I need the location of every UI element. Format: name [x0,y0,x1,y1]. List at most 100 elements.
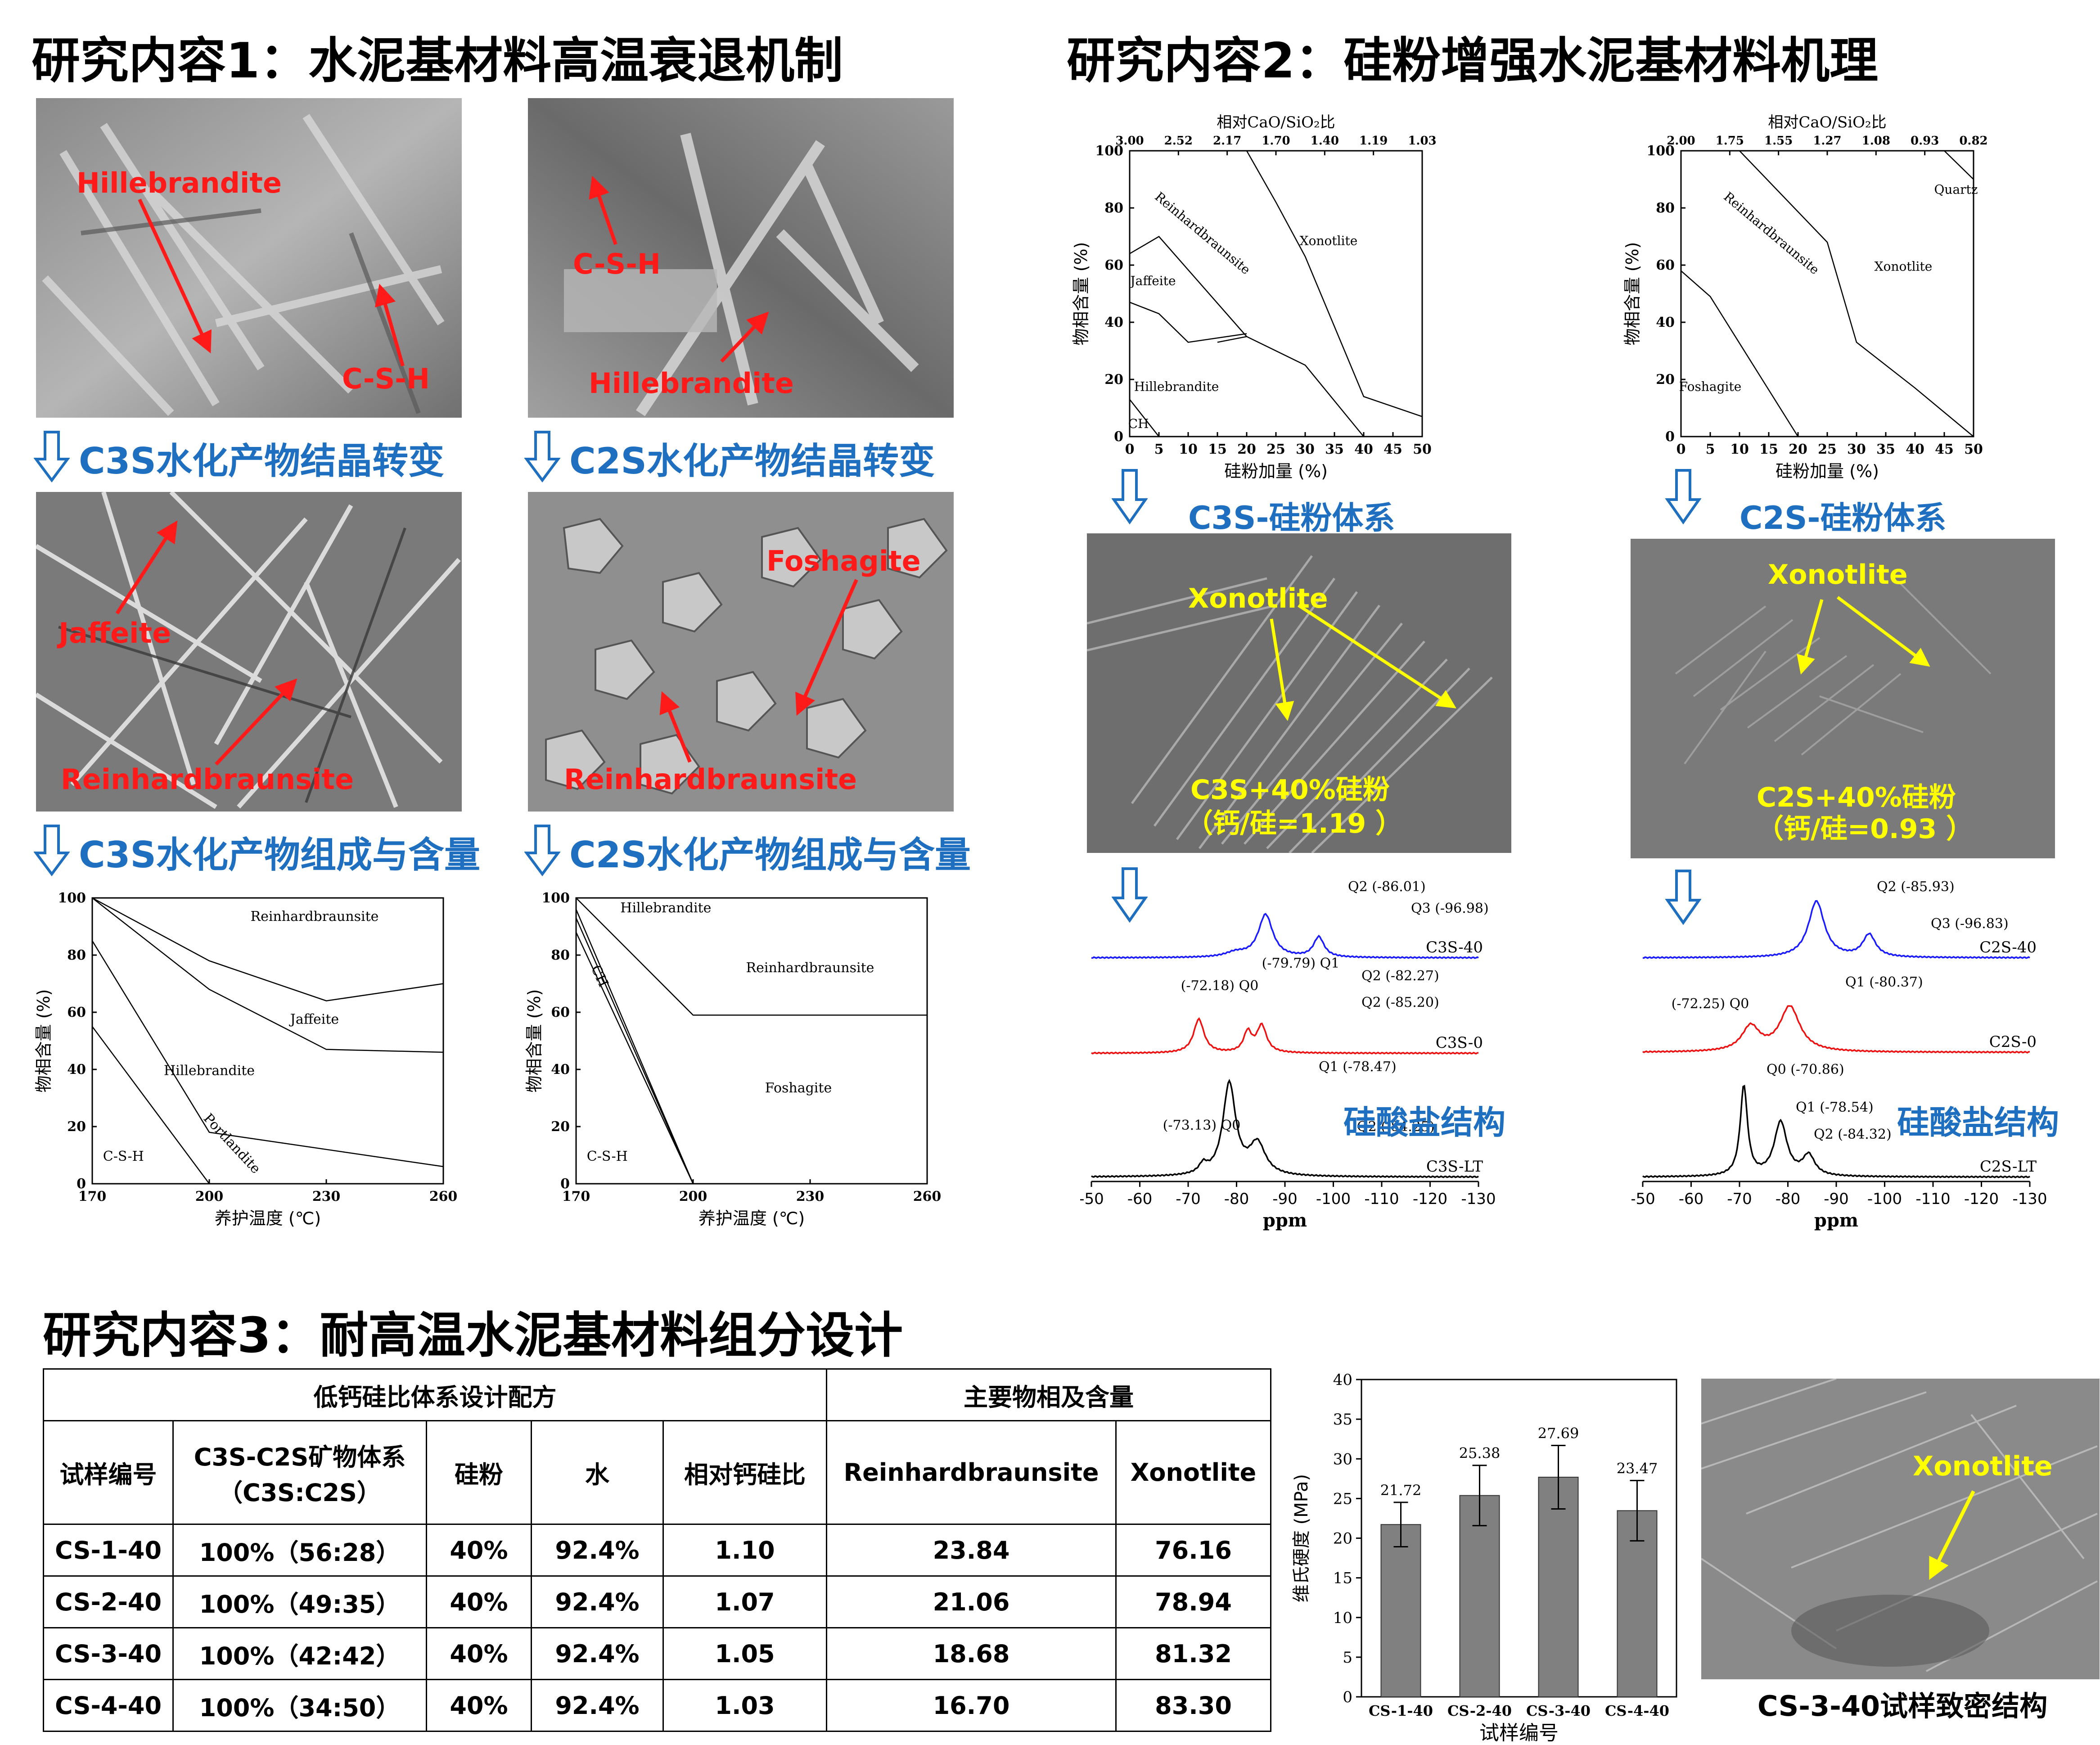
x-tick-label: 20 [1789,442,1807,457]
y-tick-label: 40 [551,1062,570,1078]
nmr-peak-label: Q2 (-84.32) [1814,1127,1892,1142]
table-row: CS-3-40 100%（42:42） 40% 92.4% 1.05 18.68 81.32 [43,1627,1271,1680]
phase-boundary-line [1681,270,1799,437]
nmr-peak-label: Q2 (-84.25) [1357,1119,1435,1135]
y-tick-label: 0 [77,1176,86,1192]
y-tick-label: 100 [541,890,570,906]
y-tick-label: 60 [1656,257,1675,273]
phase-boundary-line [1129,302,1247,343]
x-tick-label: 35 [1325,442,1344,457]
x-tick-label: 200 [679,1189,708,1204]
x-tick-label: 40 [1906,442,1924,457]
y-tick-label: 40 [67,1062,86,1078]
table-cell: 40% [426,1627,532,1680]
y-tick-label: 80 [1104,200,1123,216]
sem-c2s-foshagite-image: Foshagite Reinhardbraunsite [528,492,954,812]
region-label: Jaffeite [289,1011,339,1027]
c2s-crystal-transform-label: C2S水化产物结晶转变 [569,440,935,482]
phase-boundary-line [1217,150,1423,417]
region-label: Portlandite [200,1110,264,1177]
top-tick-label: 1.70 [1262,134,1290,148]
sem4-arrow-2 [659,691,692,763]
bar [1617,1510,1658,1697]
c3s-crystal-transform-label: C3S水化产物结晶转变 [79,440,444,482]
y-axis-label: 维氏硬度 (MPa) [1291,1474,1312,1602]
y-tick-label: 15 [1333,1569,1352,1587]
section2-title: 研究内容2：硅粉增强水泥基材料机理 [1067,33,1879,89]
y-tick-label: 100 [1095,143,1123,159]
x-tick-label: -120 [1964,1190,1999,1208]
table-cell: CS-1-40 [43,1524,174,1577]
phase-boundary-line [1217,336,1364,437]
table-cell: 100%（42:42） [172,1627,427,1680]
nmr-series-name: C3S-0 [1436,1034,1483,1052]
bar-value-label: 27.69 [1538,1425,1579,1442]
y-tick-label: 100 [1646,143,1675,159]
y-tick-label: 30 [1333,1450,1352,1468]
x-tick-label: 40 [1354,442,1373,457]
table-header-mineral-line1: C3S-C2S矿物体系 [194,1443,406,1471]
nmr-peak-label: (-73.13) Q0 [1163,1118,1241,1133]
top-tick-label: 0.93 [1911,134,1939,148]
c3s-silica-system-label: C3S-硅粉体系 [1188,500,1395,537]
phase-boundary-line [91,940,444,1168]
x-tick-label: 15 [1759,442,1778,457]
chart-c2s-phase-vs-silica: 0 20 40 60 80 100 0 5 10 15 20 25 30 35 40 45 50 Reinhard… [1622,113,1988,481]
sem-c2s40-caption1: C2S+40%硅粉 [1757,782,1956,813]
top-tick-label: 2.52 [1164,134,1193,148]
sem-cs340-arrow [1929,1490,1975,1580]
x-tick-label: 200 [195,1189,224,1204]
sem-c2s40-label: Xonotlite [1768,559,1908,591]
x-tick-label: -60 [1679,1190,1704,1208]
table-header-reinhardbraunsite: Reinhardbraunsite [826,1420,1117,1525]
y-tick-label: 20 [1333,1530,1352,1548]
top-tick-label: 1.19 [1359,134,1388,148]
phase-boundary-line [92,897,444,1053]
nmr-peak-label: Q3 (-96.83) [1931,916,2009,932]
x-tick-label: CS-1-40 [1369,1702,1433,1719]
x-axis-label: ppm [1814,1210,1858,1231]
chart-c2s-nmr: -50 -60 -70 -80 -90 -100 -110 -120 -130 ppm C2S-40… [1631,879,2047,1231]
x-tick-label: -100 [1867,1190,1902,1208]
table-cell: 83.30 [1115,1679,1271,1732]
nmr-series-1 [1642,1005,2030,1054]
phase-boundary-line [1129,235,1247,337]
phase-boundary-line [92,897,444,1001]
top-tick-label: 1.55 [1764,134,1793,148]
region-label: Hillebrandite [620,900,711,916]
table-cell: 92.4% [531,1627,664,1680]
y-tick-label: 100 [58,890,86,906]
table-cell: 100%（56:28） [172,1524,427,1577]
sem-c3s40-arrow-1 [1270,618,1294,721]
silicate-structure-label-c3s: 硅酸盐结构 [1343,1104,1506,1141]
nmr-series-1 [1091,1017,1479,1055]
top-tick-label: 2.17 [1213,134,1241,148]
y-tick-label: 40 [1656,315,1675,330]
phase-boundary-line [576,897,927,1016]
table-cell: 100%（49:35） [172,1575,427,1628]
x-tick-label: 30 [1296,442,1315,457]
x-tick-label: -110 [1915,1190,1950,1208]
down-arrow-icon [1665,870,1701,925]
y-tick-label: 20 [1104,372,1123,388]
y-tick-label: 20 [551,1119,570,1135]
y-tick-label: 0 [1343,1688,1352,1706]
x-tick-label: -70 [1176,1190,1201,1208]
nmr-peak-label: Q3 (-96.98) [1411,901,1489,916]
x-tick-label: 35 [1876,442,1895,457]
c2s-silica-system-label: C2S-硅粉体系 [1739,500,1947,537]
x-tick-label: 230 [796,1189,825,1204]
c2s-composition-label: C2S水化产物组成与含量 [569,834,971,876]
sem4-label-reinhardbraunsite: Reinhardbraunsite [564,763,857,796]
plot-frame [91,897,444,1185]
table-cell: 1.07 [662,1575,827,1628]
region-label: Reinhardbraunsite [1721,189,1822,277]
region-label: Quartz [1934,182,1978,197]
sem-c3s40-caption1: C3S+40%硅粉 [1190,774,1390,806]
sem-c2s-40-xonotlite-image: Xonotlite C2S+40%硅粉 （钙/硅=0.93 ） [1631,539,2055,858]
chart-c3s-nmr: -50 -60 -70 -80 -90 -100 -110 -120 -130 ppm C3S-40… [1080,879,1496,1231]
x-tick-label: CS-4-40 [1605,1702,1669,1719]
nmr-series-0 [1642,900,2030,959]
nmr-series-name: C3S-LT [1426,1158,1483,1176]
x-tick-label: 5 [1706,442,1715,457]
